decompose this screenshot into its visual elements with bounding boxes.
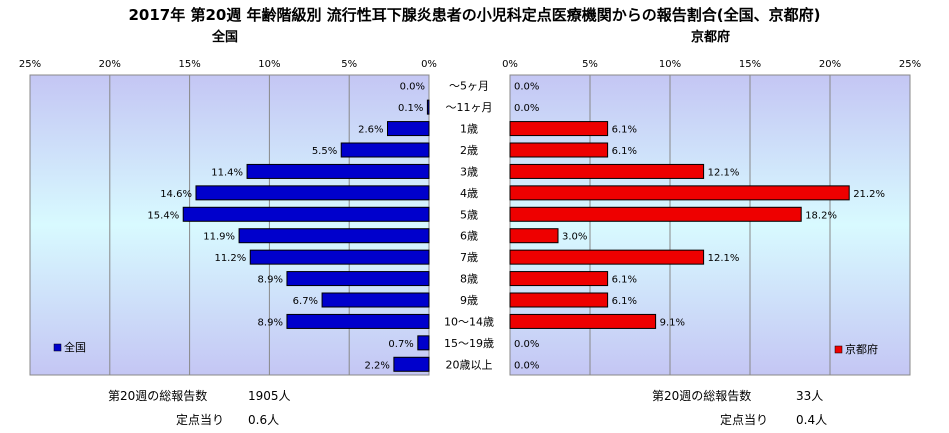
right-total-value: 33人 <box>796 389 824 403</box>
category-label: 7歳 <box>460 251 478 264</box>
category-label: 6歳 <box>460 230 478 243</box>
left-bar <box>387 121 430 137</box>
left-x-tick-label: 5% <box>341 59 357 70</box>
category-label: 8歳 <box>460 273 478 286</box>
left-plot-area <box>29 74 430 376</box>
left-bar <box>182 206 430 222</box>
right-legend-label: 京都府 <box>845 342 878 356</box>
right-bar <box>509 121 609 137</box>
left-x-tick-label: 20% <box>99 59 121 70</box>
left-chart-title: 全国 <box>212 30 239 45</box>
right-per-label: 定点当り <box>720 413 769 427</box>
right-data-label: 6.1% <box>612 275 637 286</box>
left-data-label: 15.4% <box>147 210 179 221</box>
right-bar <box>509 142 609 158</box>
category-label: 3歳 <box>460 165 478 178</box>
category-label: 10～14歳 <box>444 315 494 328</box>
right-x-tick-label: 0% <box>502 59 518 70</box>
right-bar <box>509 163 705 179</box>
right-data-label: 9.1% <box>660 317 685 328</box>
right-data-label: 3.0% <box>562 232 587 243</box>
category-label: 5歳 <box>460 208 478 221</box>
right-x-tick-label: 25% <box>899 59 921 70</box>
left-data-label: 0.1% <box>398 103 423 114</box>
right-data-label: 12.1% <box>708 253 740 264</box>
left-bar <box>246 163 430 179</box>
chart-title: 2017年 第20週 年齢階級別 流行性耳下腺炎患者の小児科定点医療機関からの報… <box>128 6 821 24</box>
left-data-label: 11.4% <box>211 167 243 178</box>
right-bar <box>509 228 559 244</box>
category-label: 2歳 <box>460 144 478 157</box>
right-bar <box>509 313 657 329</box>
right-bar <box>509 206 802 222</box>
right-total-label: 第20週の総報告数 <box>652 389 752 403</box>
right-data-label: 0.0% <box>514 360 539 371</box>
right-x-tick-label: 10% <box>659 59 681 70</box>
left-per-value: 0.6人 <box>248 413 280 427</box>
left-data-label: 14.6% <box>160 189 192 200</box>
left-bar <box>286 271 430 287</box>
right-per-value: 0.4人 <box>796 413 828 427</box>
right-data-label: 0.0% <box>514 103 539 114</box>
left-total-label: 第20週の総報告数 <box>108 389 208 403</box>
left-data-label: 2.2% <box>364 360 389 371</box>
right-data-label: 6.1% <box>612 146 637 157</box>
right-bar <box>509 185 850 201</box>
left-bar <box>393 356 430 372</box>
right-data-label: 0.0% <box>514 339 539 350</box>
left-bar <box>238 228 430 244</box>
category-label: 1歳 <box>460 123 478 136</box>
right-x-tick-label: 15% <box>739 59 761 70</box>
right-bar <box>509 249 705 265</box>
right-data-label: 6.1% <box>612 125 637 136</box>
right-legend-swatch <box>834 345 843 354</box>
right-bar <box>509 292 609 308</box>
left-bar <box>195 185 430 201</box>
left-x-tick-label: 15% <box>178 59 200 70</box>
right-chart-title: 京都府 <box>691 30 731 45</box>
left-data-label: 11.2% <box>214 253 246 264</box>
right-x-tick-label: 5% <box>582 59 598 70</box>
left-bar <box>321 292 430 308</box>
left-legend-swatch <box>53 343 62 352</box>
left-bar <box>417 335 430 351</box>
left-data-label: 2.6% <box>358 125 383 136</box>
right-data-label: 6.1% <box>612 296 637 307</box>
right-data-label: 21.2% <box>853 189 885 200</box>
left-data-label: 8.9% <box>258 317 283 328</box>
left-bar <box>286 313 430 329</box>
left-bar <box>426 99 430 115</box>
left-data-label: 6.7% <box>293 296 318 307</box>
left-data-label: 0.0% <box>400 82 425 93</box>
left-x-tick-label: 0% <box>421 59 437 70</box>
right-plot-area <box>509 74 911 376</box>
left-data-label: 5.5% <box>312 146 337 157</box>
left-legend-label: 全国 <box>64 340 86 354</box>
category-label: 4歳 <box>460 187 478 200</box>
left-data-label: 0.7% <box>388 339 413 350</box>
category-label: 15～19歳 <box>444 337 494 350</box>
right-bar <box>509 271 609 287</box>
right-x-tick-label: 20% <box>819 59 841 70</box>
category-label: 20歳以上 <box>446 358 493 371</box>
category-label: ～5ヶ月 <box>449 80 489 93</box>
left-bar <box>340 142 430 158</box>
right-data-label: 12.1% <box>708 167 740 178</box>
right-data-label: 0.0% <box>514 82 539 93</box>
left-bar <box>249 249 430 265</box>
right-data-label: 18.2% <box>805 210 837 221</box>
category-label: ～11ヶ月 <box>446 101 493 114</box>
left-data-label: 8.9% <box>258 275 283 286</box>
left-total-value: 1905人 <box>248 389 291 403</box>
left-x-tick-label: 10% <box>258 59 280 70</box>
category-label: 9歳 <box>460 294 478 307</box>
left-per-label: 定点当り <box>176 413 225 427</box>
left-x-tick-label: 25% <box>19 59 41 70</box>
left-data-label: 11.9% <box>203 232 235 243</box>
